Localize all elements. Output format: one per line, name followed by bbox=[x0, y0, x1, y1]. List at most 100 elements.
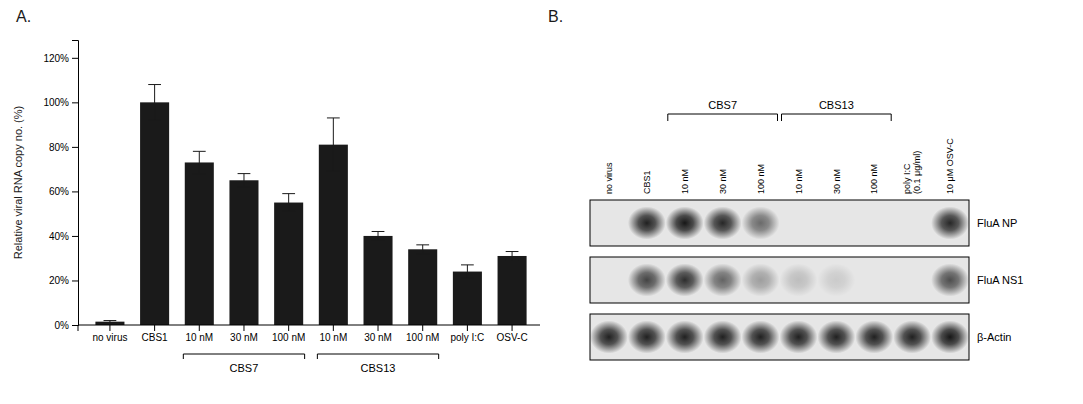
error-bar-stem bbox=[422, 245, 423, 254]
error-bar bbox=[416, 245, 429, 254]
row-label: FluA NS1 bbox=[977, 274, 1023, 286]
error-bar bbox=[327, 118, 340, 171]
tick: CBS1 bbox=[142, 325, 169, 343]
tick: 100% bbox=[43, 97, 78, 108]
bar bbox=[140, 102, 169, 325]
tick: poly I:C bbox=[450, 325, 484, 343]
error-bar-cap bbox=[327, 171, 340, 172]
blot-band bbox=[628, 206, 666, 239]
blot-band bbox=[893, 320, 931, 353]
panel-label: B. bbox=[548, 8, 563, 25]
y-axis: 0%20%40%60%80%100%120% bbox=[43, 41, 78, 331]
tick-label: 10 nM bbox=[185, 332, 213, 343]
bar bbox=[274, 203, 303, 325]
bar bbox=[229, 180, 258, 325]
tick: 120% bbox=[43, 53, 78, 64]
error-bar-stem bbox=[467, 265, 468, 278]
blot-frame bbox=[590, 314, 969, 360]
tick-mark bbox=[199, 325, 200, 331]
blot-background bbox=[590, 314, 969, 360]
tick-mark bbox=[467, 325, 468, 331]
error-bar-cap bbox=[238, 173, 251, 174]
blot-band bbox=[855, 320, 893, 353]
error-bar-cap bbox=[282, 211, 295, 212]
tick: 20% bbox=[49, 275, 78, 286]
error-bar-cap bbox=[282, 193, 295, 194]
blot-frame bbox=[590, 200, 969, 246]
tick-label: poly I:C bbox=[450, 332, 484, 343]
blot-band bbox=[817, 263, 855, 296]
error-bar-stem bbox=[378, 231, 379, 240]
tick: 30 nM bbox=[230, 325, 258, 343]
group-bracket bbox=[317, 354, 438, 359]
blot-band bbox=[780, 263, 818, 296]
blot-band bbox=[666, 206, 704, 239]
blot-band bbox=[666, 320, 704, 353]
blot-band bbox=[704, 320, 742, 353]
bar bbox=[408, 249, 437, 325]
error-bar-cap bbox=[372, 231, 385, 232]
tick-label: 40% bbox=[49, 231, 69, 242]
row-label: β-Actin bbox=[977, 331, 1011, 343]
column-label: 10 nM bbox=[794, 169, 804, 194]
group-label: CBS13 bbox=[361, 362, 396, 374]
error-bar-cap bbox=[238, 186, 251, 187]
tick-label: 10 nM bbox=[319, 332, 347, 343]
tick-mark bbox=[72, 58, 78, 59]
tick-label: no virus bbox=[92, 332, 127, 343]
y-axis-title: Relative viral RNA copy no. (%) bbox=[12, 106, 24, 259]
column-label: 100 nM bbox=[756, 164, 766, 194]
error-bar bbox=[282, 194, 295, 212]
blot-row bbox=[590, 200, 969, 246]
tick: 100 nM bbox=[406, 325, 439, 343]
tick-label: OSV-C bbox=[497, 332, 528, 343]
column-label: 10 μM OSV-C bbox=[945, 138, 955, 194]
error-bar-stem bbox=[199, 151, 200, 173]
blot-band bbox=[742, 206, 780, 239]
tick-label: 80% bbox=[49, 142, 69, 153]
column-label-line: (0.1 μg/ml) bbox=[912, 151, 922, 194]
tick-label: 20% bbox=[49, 275, 69, 286]
error-bar-cap bbox=[327, 117, 340, 118]
column-label: no virus bbox=[604, 162, 614, 194]
tick-mark bbox=[422, 325, 423, 331]
blot-band bbox=[817, 320, 855, 353]
tick-label: 120% bbox=[43, 53, 69, 64]
tick-label: 60% bbox=[49, 186, 69, 197]
tick: 10 nM bbox=[185, 325, 213, 343]
column-label-line: 100 nM bbox=[869, 164, 879, 194]
bar bbox=[453, 272, 482, 325]
tick-mark bbox=[333, 325, 334, 331]
blot-band bbox=[590, 320, 628, 353]
blot-band bbox=[628, 263, 666, 296]
tick-label: 100% bbox=[43, 97, 69, 108]
column-label: 100 nM bbox=[869, 164, 879, 194]
tick: 80% bbox=[49, 142, 78, 153]
error-bar-cap bbox=[461, 278, 474, 279]
tick-mark bbox=[72, 147, 78, 148]
tick-mark bbox=[243, 325, 244, 331]
bar bbox=[185, 162, 214, 325]
bar bbox=[319, 145, 348, 325]
error-bar bbox=[461, 265, 474, 278]
column-label: 30 nM bbox=[718, 169, 728, 194]
error-bar-cap bbox=[506, 260, 519, 261]
blot-band bbox=[931, 206, 969, 239]
error-bar bbox=[506, 252, 519, 261]
tick-mark bbox=[72, 236, 78, 237]
tick-mark bbox=[109, 325, 110, 331]
error-bar-stem bbox=[288, 194, 289, 212]
tick: 100 nM bbox=[272, 325, 305, 343]
group-label: CBS13 bbox=[819, 99, 854, 111]
tick-mark bbox=[72, 102, 78, 103]
tick: 40% bbox=[49, 231, 78, 242]
x-axis: no virusCBS110 nM30 nM100 nM10 nM30 nM10… bbox=[78, 325, 540, 343]
tick-mark bbox=[72, 191, 78, 192]
tick-mark bbox=[72, 280, 78, 281]
error-bar bbox=[193, 151, 206, 173]
column-label-line: 30 nM bbox=[832, 169, 842, 194]
error-bar-cap bbox=[416, 253, 429, 254]
panel-label: A. bbox=[16, 8, 31, 25]
blot-band bbox=[780, 320, 818, 353]
tick-mark bbox=[72, 325, 78, 326]
